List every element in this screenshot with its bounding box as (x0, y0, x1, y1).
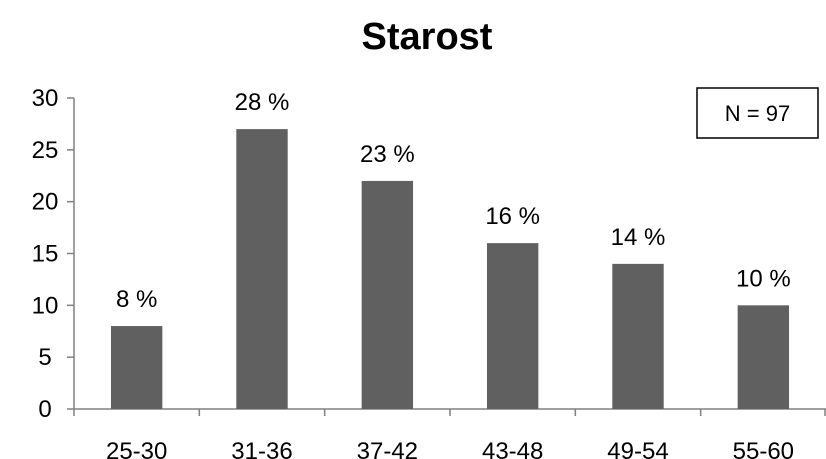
x-tick-label: 43-48 (482, 438, 543, 459)
data-label-25-30: 8 % (116, 286, 157, 313)
bars-group (110, 129, 790, 409)
data-label-43-48: 16 % (485, 203, 540, 230)
chart-title: Starost (362, 16, 493, 58)
data-labels-group: 8 % 28 % 23 % 16 % 14 % 10 % (116, 89, 791, 313)
data-label-55-60: 10 % (736, 265, 791, 292)
x-tick-label: 55-60 (733, 438, 794, 459)
data-label-37-42: 23 % (360, 141, 415, 168)
x-tick-label: 49-54 (607, 438, 668, 459)
y-tick-label: 15 (32, 241, 59, 268)
bar-55-60 (737, 305, 790, 409)
bar-43-48 (486, 243, 539, 409)
data-label-31-36: 28 % (235, 89, 290, 116)
y-tick-label: 10 (32, 292, 59, 319)
y-tick-label: 25 (32, 137, 59, 164)
data-label-49-54: 14 % (611, 224, 666, 251)
bar-25-30 (110, 326, 163, 409)
x-tick-label: 31-36 (231, 438, 292, 459)
y-axis: 0 5 10 15 20 25 30 (32, 85, 75, 423)
y-tick-label: 0 (38, 396, 51, 423)
x-tick-label: 37-42 (357, 438, 418, 459)
bar-37-42 (361, 180, 414, 409)
annotation-box (696, 87, 819, 139)
y-tick-label: 20 (32, 189, 59, 216)
bar-31-36 (236, 129, 288, 409)
annotation-text: N = 97 (725, 101, 790, 126)
y-tick-label: 30 (32, 85, 59, 112)
sample-size-box: N = 97 (696, 87, 819, 139)
x-tick-label: 25-30 (106, 438, 167, 459)
y-tick-label: 5 (38, 344, 51, 371)
x-axis: 25-30 31-36 37-42 43-48 49-54 55-60 (73, 408, 826, 459)
bar-49-54 (612, 263, 664, 409)
